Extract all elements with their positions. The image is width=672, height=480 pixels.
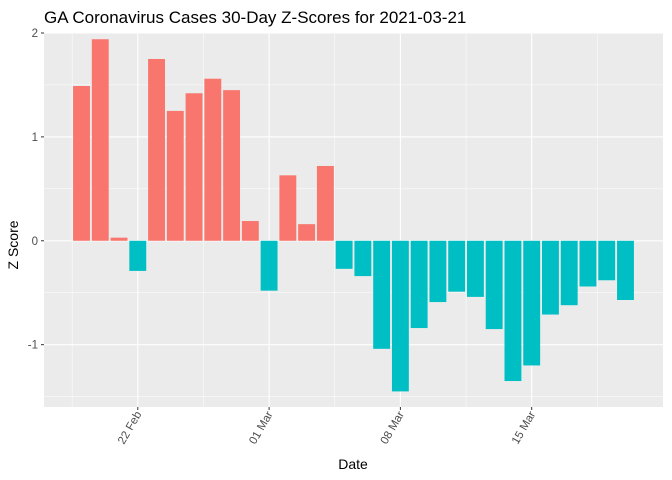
y-tick-label: 0: [32, 236, 38, 248]
y-tick-label: 2: [32, 28, 38, 40]
y-axis-title: Z Score: [5, 220, 21, 269]
plot-panel: [44, 33, 663, 407]
bar: [617, 240, 634, 300]
bar: [410, 240, 428, 329]
bar: [148, 58, 165, 241]
x-tick-label: 08 Mar: [379, 409, 407, 446]
x-tick-label: 15 Mar: [510, 409, 538, 446]
x-axis-title: Date: [338, 456, 368, 472]
bar: [185, 93, 203, 241]
bar: [466, 240, 484, 297]
y-axis: -1 0 1 2: [28, 28, 44, 352]
bar: [260, 240, 278, 291]
bar: [560, 240, 578, 306]
bar: [204, 78, 222, 241]
chart-title: GA Coronavirus Cases 30-Day Z-Scores for…: [44, 8, 466, 27]
bar: [166, 110, 184, 241]
bar: [241, 221, 259, 241]
bar: [335, 240, 353, 269]
bar: [354, 240, 372, 277]
bar: [73, 85, 90, 241]
grid-lines: [44, 32, 663, 407]
bar: [279, 175, 297, 241]
bar: [316, 165, 334, 241]
bar: [542, 240, 559, 315]
bars: [73, 39, 634, 392]
bar: [504, 240, 522, 382]
bar: [391, 240, 409, 392]
bar: [579, 240, 597, 287]
bar: [485, 240, 503, 330]
bar: [129, 240, 147, 271]
bar: [223, 90, 241, 241]
y-tick-label: -1: [28, 340, 38, 352]
bar: [373, 240, 391, 349]
bar: [110, 237, 128, 241]
bar: [91, 39, 109, 241]
bar: [298, 224, 316, 241]
y-tick-label: 1: [32, 132, 38, 144]
bar: [523, 240, 541, 366]
bar: [448, 240, 466, 292]
bar: [429, 240, 447, 303]
bar: [598, 240, 616, 281]
x-tick-label: 01 Mar: [247, 409, 275, 446]
x-axis: 22 Feb 01 Mar 08 Mar 15 Mar: [116, 407, 538, 447]
x-tick-label: 22 Feb: [116, 410, 144, 447]
